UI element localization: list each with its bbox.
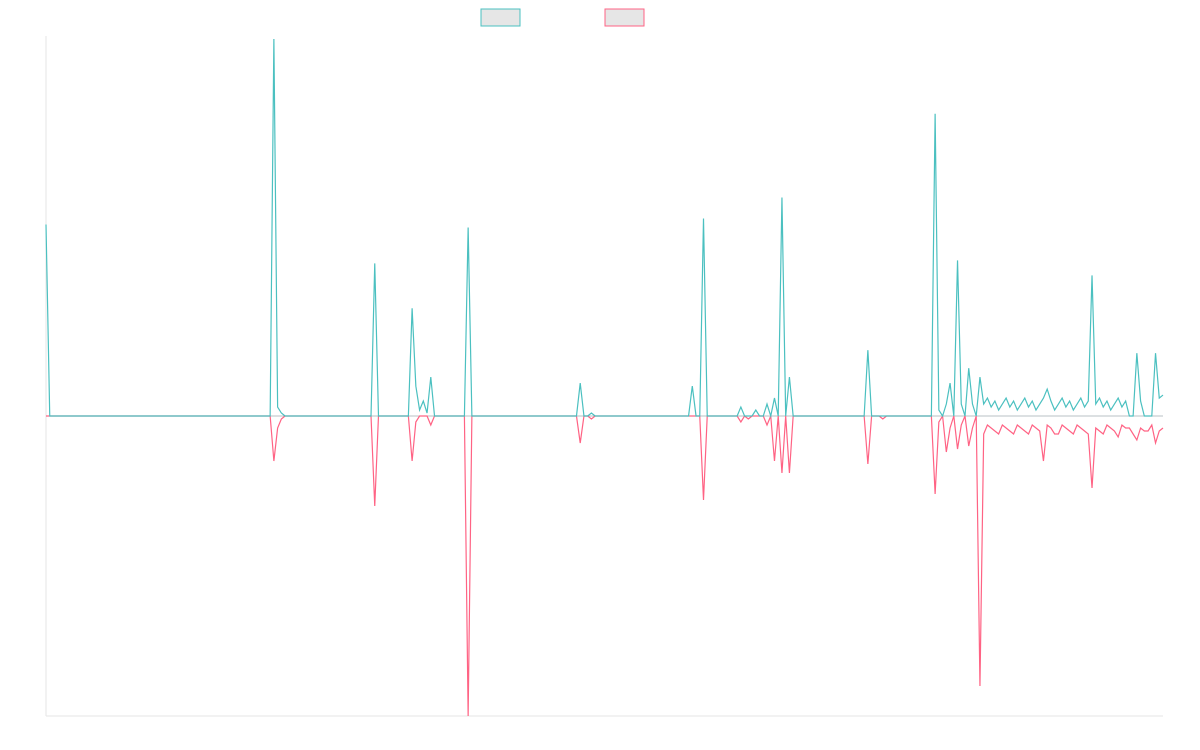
legend-swatch-1: [480, 8, 521, 27]
series-line-teal: [45, 38, 1164, 419]
legend-swatch-2: [604, 8, 645, 27]
series-line-pink: [46, 413, 1164, 717]
